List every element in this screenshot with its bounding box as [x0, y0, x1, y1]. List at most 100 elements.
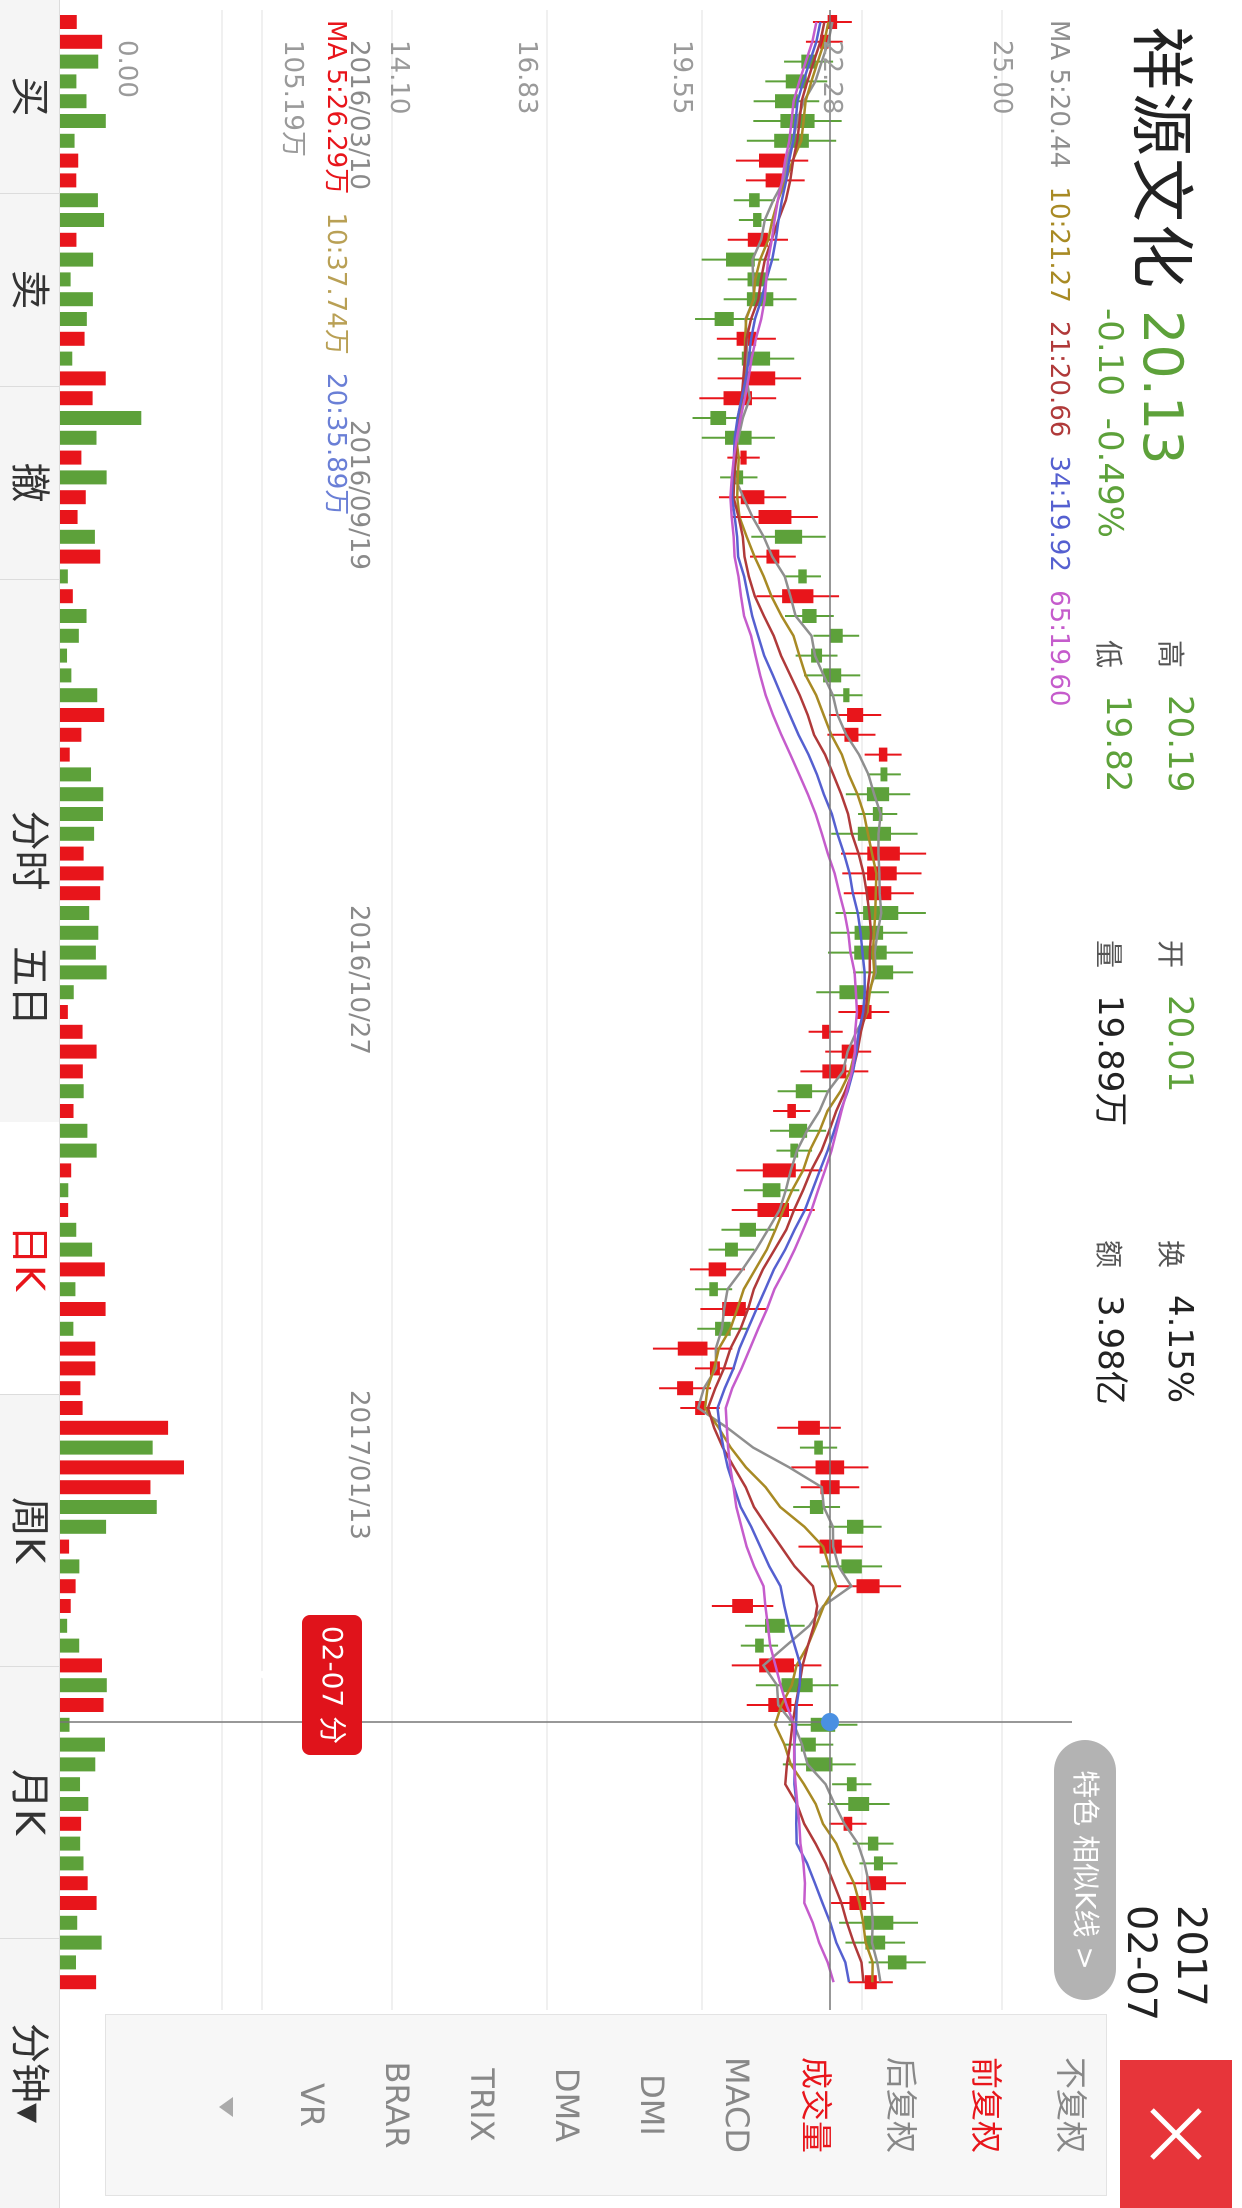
- side-item-backward-adjust[interactable]: 后复权: [882, 2056, 920, 2153]
- side-item-volume[interactable]: 成交量: [797, 2056, 835, 2153]
- candle-body: [714, 312, 734, 326]
- intraday-tooltip-button[interactable]: 02-07 分时 >: [256, 1615, 362, 1755]
- tab-monthly-k[interactable]: 月K: [0, 1666, 59, 1939]
- volume-bar: [57, 1816, 82, 1831]
- volume-bar: [57, 1658, 102, 1673]
- volume-bar: [57, 945, 96, 960]
- volume-label: 量: [1092, 940, 1125, 969]
- candle-body: [846, 1519, 864, 1534]
- price-tick-4: 16.83: [512, 40, 542, 115]
- ma-lines: [696, 21, 883, 1983]
- side-item-no-adjust[interactable]: 不复权: [1052, 2056, 1090, 2153]
- side-item-dma[interactable]: DMA: [548, 2067, 586, 2143]
- price-tick-1: 25.00: [987, 40, 1017, 115]
- tab-weekly-k[interactable]: 周K: [0, 1394, 59, 1667]
- volume-bar: [57, 589, 73, 604]
- volume-bar: [57, 1104, 74, 1118]
- ma-line: [716, 21, 866, 1983]
- tab-sell[interactable]: 卖: [0, 193, 59, 387]
- side-item-dmi[interactable]: DMI: [633, 2074, 671, 2136]
- volume-bar: [57, 1599, 71, 1613]
- candle-body: [856, 1579, 880, 1594]
- tab-buy[interactable]: 买: [0, 0, 59, 194]
- volume-bars: [57, 15, 184, 1990]
- volume-tick-max: 105.19万: [278, 40, 308, 157]
- close-button[interactable]: [1120, 2060, 1232, 2208]
- volume-bar: [57, 807, 103, 821]
- volume-bar: [57, 1262, 105, 1277]
- kline-chart[interactable]: [57, 10, 1092, 2010]
- candle-body: [829, 628, 843, 643]
- volume-bar: [57, 1915, 78, 1930]
- candle-body: [798, 569, 807, 584]
- volume-bar: [57, 1480, 151, 1495]
- low-value: 19.82: [1098, 695, 1138, 793]
- volume-bar: [57, 292, 93, 307]
- volume-bar: [57, 1341, 96, 1356]
- side-item-trix[interactable]: TRIX: [463, 2068, 501, 2142]
- candlesticks: [652, 15, 927, 1990]
- volume-bar: [57, 906, 90, 920]
- candle-body: [726, 252, 755, 267]
- candle-body: [740, 490, 765, 505]
- candle-body: [887, 1955, 907, 1970]
- volume-bar: [57, 411, 142, 425]
- candle-body: [709, 1282, 718, 1297]
- open-label: 开: [1154, 940, 1187, 969]
- candle-body: [762, 1163, 796, 1178]
- volume-bar: [57, 965, 107, 980]
- candle-body: [843, 688, 850, 703]
- tab-daily-k[interactable]: 日K: [0, 1122, 59, 1395]
- volume-bar: [57, 1460, 184, 1475]
- volume-bar: [57, 1757, 96, 1772]
- side-item-vr[interactable]: VR: [293, 2082, 331, 2128]
- volume-bar: [57, 312, 87, 326]
- candle-body: [847, 708, 864, 722]
- volume-bar: [57, 1242, 93, 1257]
- triangle-down-icon[interactable]: [216, 2095, 236, 2119]
- volume-bar: [57, 1044, 97, 1059]
- candle-body: [848, 1797, 870, 1811]
- volume-bar: [57, 1579, 76, 1594]
- tab-cancel[interactable]: 撤: [0, 386, 59, 580]
- volume-bar: [57, 668, 72, 683]
- volume-bar: [57, 727, 82, 742]
- price-tick-2: 22.28: [817, 40, 847, 115]
- candle-body: [880, 767, 888, 782]
- turnover-label: 换: [1154, 1240, 1187, 1269]
- volume-bar: [57, 252, 94, 267]
- volume-bar: [57, 1955, 76, 1970]
- tab-five-day[interactable]: 五日: [0, 850, 59, 1123]
- candle-body: [722, 1302, 746, 1316]
- volume-bar: [57, 1559, 80, 1574]
- volume-bar: [57, 510, 78, 524]
- side-item-brar[interactable]: BRAR: [378, 2061, 416, 2149]
- candle-body: [710, 411, 727, 425]
- volume-bar: [57, 490, 86, 505]
- candle-body: [863, 1915, 894, 1930]
- volume-bar: [57, 133, 75, 148]
- crosshair: [57, 10, 1072, 2010]
- candle-body: [749, 193, 760, 208]
- volume-bar: [57, 1896, 97, 1910]
- candle-body: [758, 510, 792, 524]
- volume-bar: [57, 985, 74, 1000]
- volume-bar: [57, 1361, 96, 1376]
- candle-body: [806, 1757, 833, 1772]
- candle-body: [849, 1896, 867, 1910]
- high-label: 高: [1154, 640, 1187, 669]
- candle-body: [782, 589, 814, 604]
- date-month-day: 02-07: [1118, 1905, 1164, 2022]
- ma-line: [724, 21, 859, 1983]
- candle-body: [866, 1876, 887, 1891]
- tab-minute[interactable]: 分钟▾: [6, 2022, 52, 2124]
- volume-bar: [57, 391, 93, 406]
- candle-body: [765, 1618, 785, 1633]
- side-item-forward-adjust[interactable]: 前复权: [967, 2056, 1005, 2153]
- volume-tick-min: 0.00: [112, 40, 142, 98]
- volume-bar: [57, 1777, 81, 1792]
- amount-value: 3.98亿: [1090, 1295, 1130, 1405]
- volume-bar: [57, 232, 77, 247]
- volume-bar: [57, 529, 95, 544]
- side-item-macd[interactable]: MACD: [718, 2057, 756, 2153]
